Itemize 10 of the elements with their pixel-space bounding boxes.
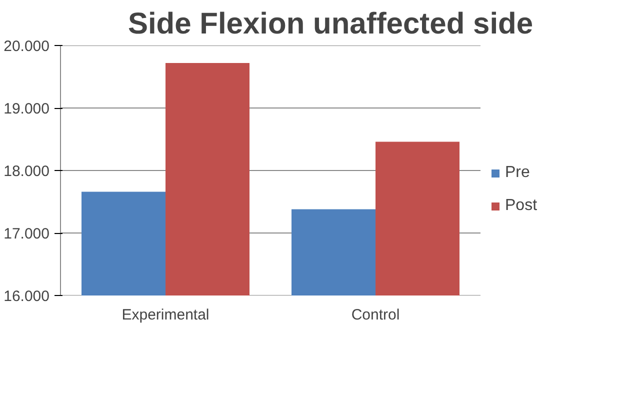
- legend-label: Post: [505, 197, 538, 215]
- y-tick-label: 19.000: [4, 100, 50, 118]
- x-tick-label: Control: [351, 306, 400, 324]
- y-tick-label: 20.000: [4, 38, 50, 55]
- legend-label: Pre: [505, 164, 531, 182]
- chart-title: Side Flexion unaffected side: [128, 8, 534, 40]
- x-tick-label: Experimental: [122, 306, 210, 324]
- y-tick-label: 18.000: [4, 163, 50, 180]
- y-tick-label: 17.000: [4, 226, 50, 242]
- y-tick-label: 16.000: [4, 288, 50, 305]
